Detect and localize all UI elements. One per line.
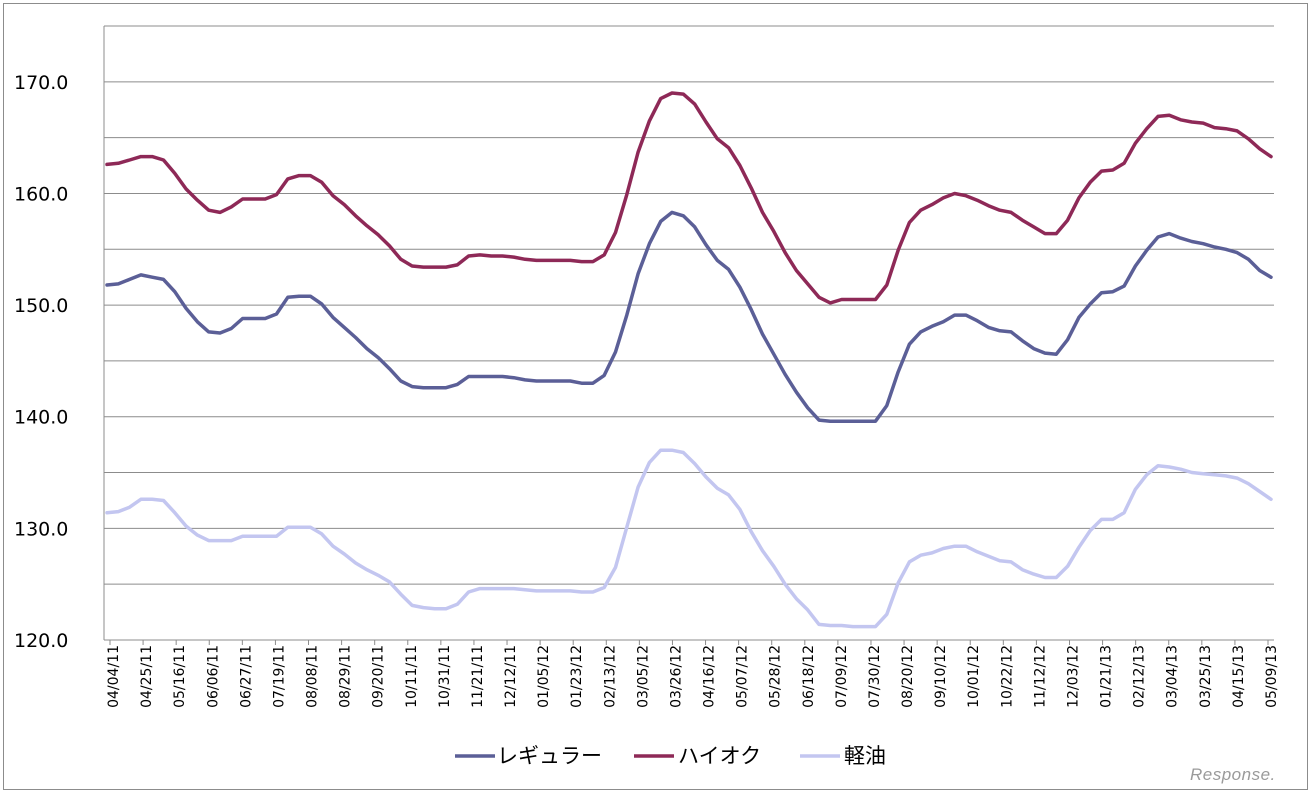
x-tick-label: 07/19/11 [271,645,287,708]
legend-label-regular: レギュラー [497,744,602,768]
x-tick-label: 07/30/12 [867,645,883,708]
gridlines [104,25,1274,585]
y-tick-labels: 120.0 130.0 140.0 150.0 160.0 170.0 [14,72,68,652]
x-tick-label: 06/27/11 [238,645,254,708]
x-tick-label: 09/20/11 [371,645,387,708]
x-tick-label: 01/23/12 [569,645,585,708]
x-tick-label: 12/12/11 [503,645,519,708]
x-tick-label: 11/12/12 [1032,645,1048,708]
x-tick-label: 10/31/11 [437,645,453,708]
x-tick-label: 10/11/11 [404,645,420,708]
legend-item-high-octane: ハイオク [634,744,761,768]
y-tick-label: 150.0 [14,295,68,317]
x-tick-label: 01/21/13 [1099,645,1115,708]
x-tick-label: 02/13/12 [602,645,618,708]
x-tick-label: 09/10/12 [933,645,949,708]
legend: レギュラー ハイオク 軽油 [455,744,886,768]
x-tick-label: 08/29/11 [338,645,354,708]
x-tick-label: 04/04/11 [106,645,122,708]
legend-item-regular: レギュラー [455,744,602,768]
x-tick-label: 07/09/12 [834,645,850,708]
series-line-high-octane [105,91,1273,305]
x-tick-label: 06/18/12 [801,645,817,708]
x-tick-label: 03/25/13 [1198,645,1214,708]
x-tick-label: 10/22/12 [999,645,1015,708]
x-tick-label: 04/25/11 [139,645,155,708]
legend-label-high-octane: ハイオク [678,744,761,768]
legend-label-diesel: 軽油 [844,744,886,768]
legend-item-diesel: 軽油 [800,744,886,768]
x-tick-label: 05/16/11 [172,645,188,708]
x-tick-label: 04/16/12 [702,645,718,708]
y-tick-label: 170.0 [14,72,68,94]
x-tick-label: 05/07/12 [735,645,751,708]
y-tick-label: 160.0 [14,183,68,205]
series-lines [105,91,1273,629]
x-tick-label: 03/26/12 [668,645,684,708]
y-tick-label: 130.0 [14,518,68,540]
chart-frame [3,3,1308,790]
x-tick-label: 06/06/11 [205,645,221,708]
x-tick-label: 05/28/12 [768,645,784,708]
x-tick-label: 02/12/13 [1132,645,1148,708]
y-tick-label: 120.0 [14,630,68,652]
x-tick-label: 01/05/12 [536,645,552,708]
x-tick-label: 03/04/13 [1165,645,1181,708]
x-tick-label: 10/01/12 [966,645,982,708]
x-tick-labels: 04/04/11 04/25/11 05/16/11 06/06/11 06/27/11… [106,640,1280,708]
series-line-diesel [105,448,1273,629]
y-tick-label: 140.0 [14,407,68,429]
x-tick-label: 08/08/11 [305,645,321,708]
x-tick-label: 08/20/12 [900,645,916,708]
x-tick-label: 05/09/13 [1264,645,1280,708]
x-tick-label: 03/05/12 [635,645,651,708]
series-line-regular [105,210,1273,423]
x-tick-label: 04/15/13 [1231,645,1247,708]
watermark: Response. [1190,765,1276,784]
x-tick-label: 11/21/11 [470,645,486,708]
x-tick-label: 12/03/12 [1065,645,1081,708]
